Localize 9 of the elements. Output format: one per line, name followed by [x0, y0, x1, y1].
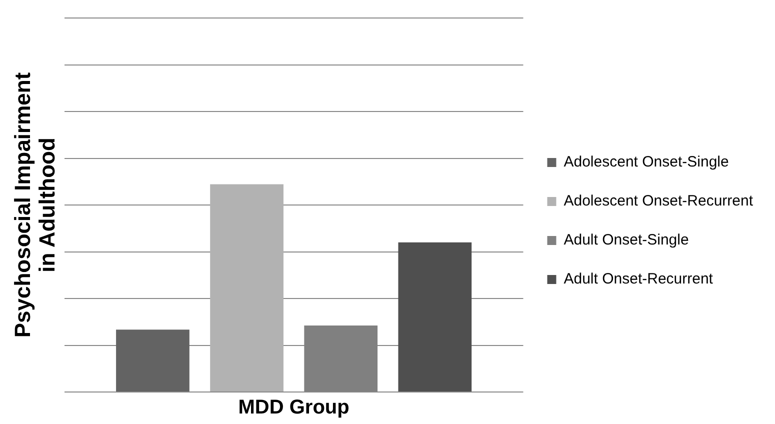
legend-label: Adult Onset-Recurrent: [564, 270, 714, 288]
bar: [398, 242, 472, 392]
bar: [116, 330, 190, 392]
legend-label: Adult Onset-Single: [564, 232, 689, 249]
legend-label: Adolescent Onset-Single: [564, 154, 729, 171]
legend-label: Adolescent Onset-Recurrent: [564, 192, 754, 210]
x-axis-title: MDD Group: [238, 396, 350, 419]
y-axis-title: Psychosocial Impairment in Adulthood: [10, 72, 60, 338]
bar: [210, 184, 284, 392]
